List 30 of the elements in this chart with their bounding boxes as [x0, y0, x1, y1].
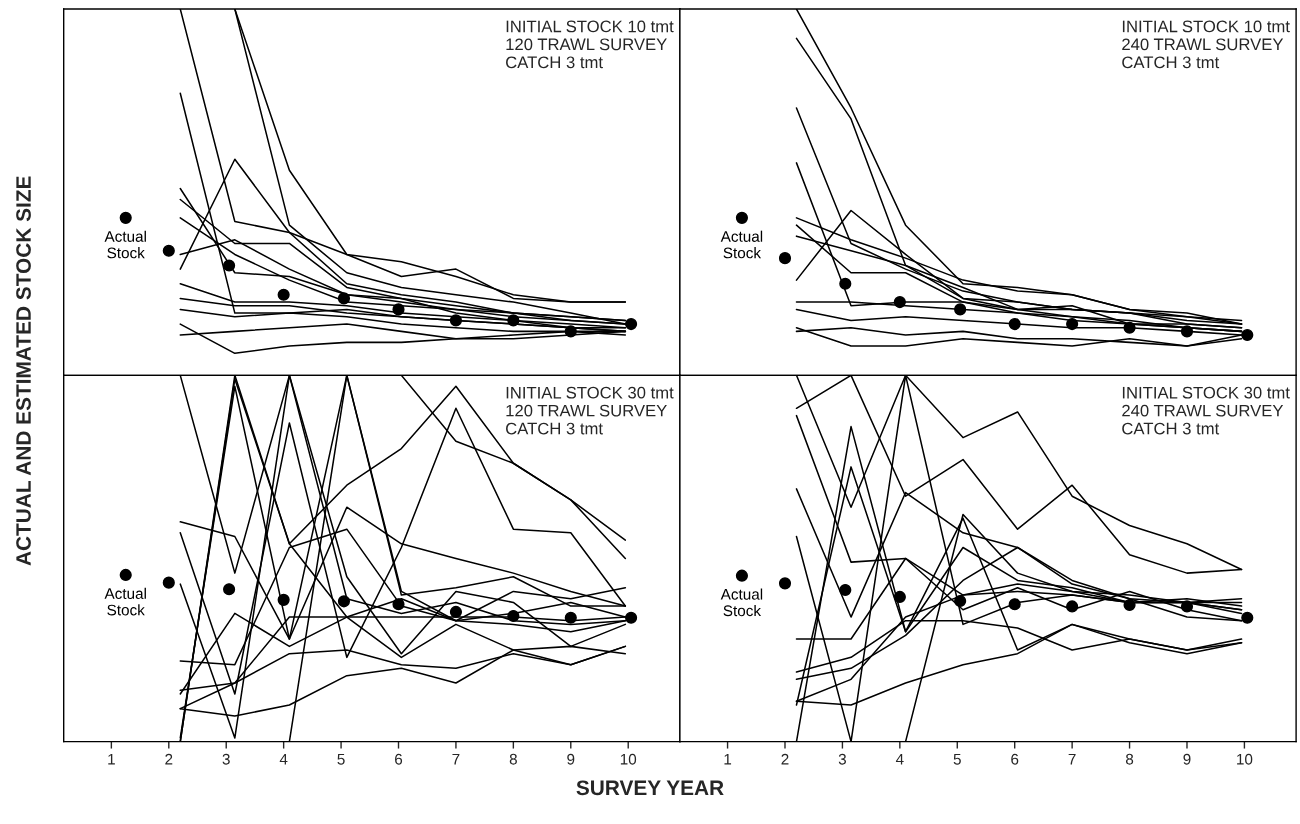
x-tick-label: 3 — [222, 753, 230, 765]
x-tick-label: 3 — [838, 753, 846, 765]
annotation: INITIAL STOCK 10 tmt 120 TRAWL SURVEY CATCH 3 tmt — [506, 20, 674, 69]
x-tick-label: 2 — [781, 753, 789, 765]
x-tick-label: 1 — [724, 753, 732, 765]
x-tick-label: 10 — [1237, 753, 1253, 765]
x-tick-label: 9 — [567, 753, 575, 765]
x-tick-label: 9 — [1183, 753, 1191, 765]
annotation: INITIAL STOCK 30 tmt 240 TRAWL SURVEY CATCH 3 tmt — [1122, 386, 1290, 435]
series-label: Actual Stock — [720, 230, 763, 259]
annotation: INITIAL STOCK 10 tmt 240 TRAWL SURVEY CATCH 3 tmt — [1122, 20, 1290, 69]
x-tick-label: 4 — [895, 753, 904, 765]
x-tick-label: 4 — [279, 753, 288, 765]
x-tick-label: 10 — [620, 753, 637, 765]
x-tick-label: 5 — [953, 753, 961, 765]
x-tick-label: 6 — [395, 753, 403, 765]
annotation: INITIAL STOCK 30 tmt 120 TRAWL SURVEY CATCH 3 tmt — [506, 386, 674, 435]
y-axis-title: ACTUAL AND ESTIMATED STOCK SIZE — [16, 176, 31, 566]
x-axis-title: SURVEY YEAR — [576, 780, 724, 796]
x-tick-label: 7 — [452, 753, 460, 765]
x-tick-label: 7 — [1068, 753, 1076, 765]
x-tick-label: 1 — [108, 753, 115, 765]
series-label: Actual Stock — [104, 587, 146, 616]
x-tick-label: 2 — [165, 753, 173, 765]
series-label: Actual Stock — [720, 588, 763, 617]
x-tick-label: 8 — [1125, 753, 1134, 765]
x-tick-label: 5 — [337, 753, 345, 765]
series-label: Actual Stock — [104, 230, 146, 259]
x-tick-label: 8 — [509, 753, 517, 765]
x-tick-label: 6 — [1011, 753, 1019, 765]
